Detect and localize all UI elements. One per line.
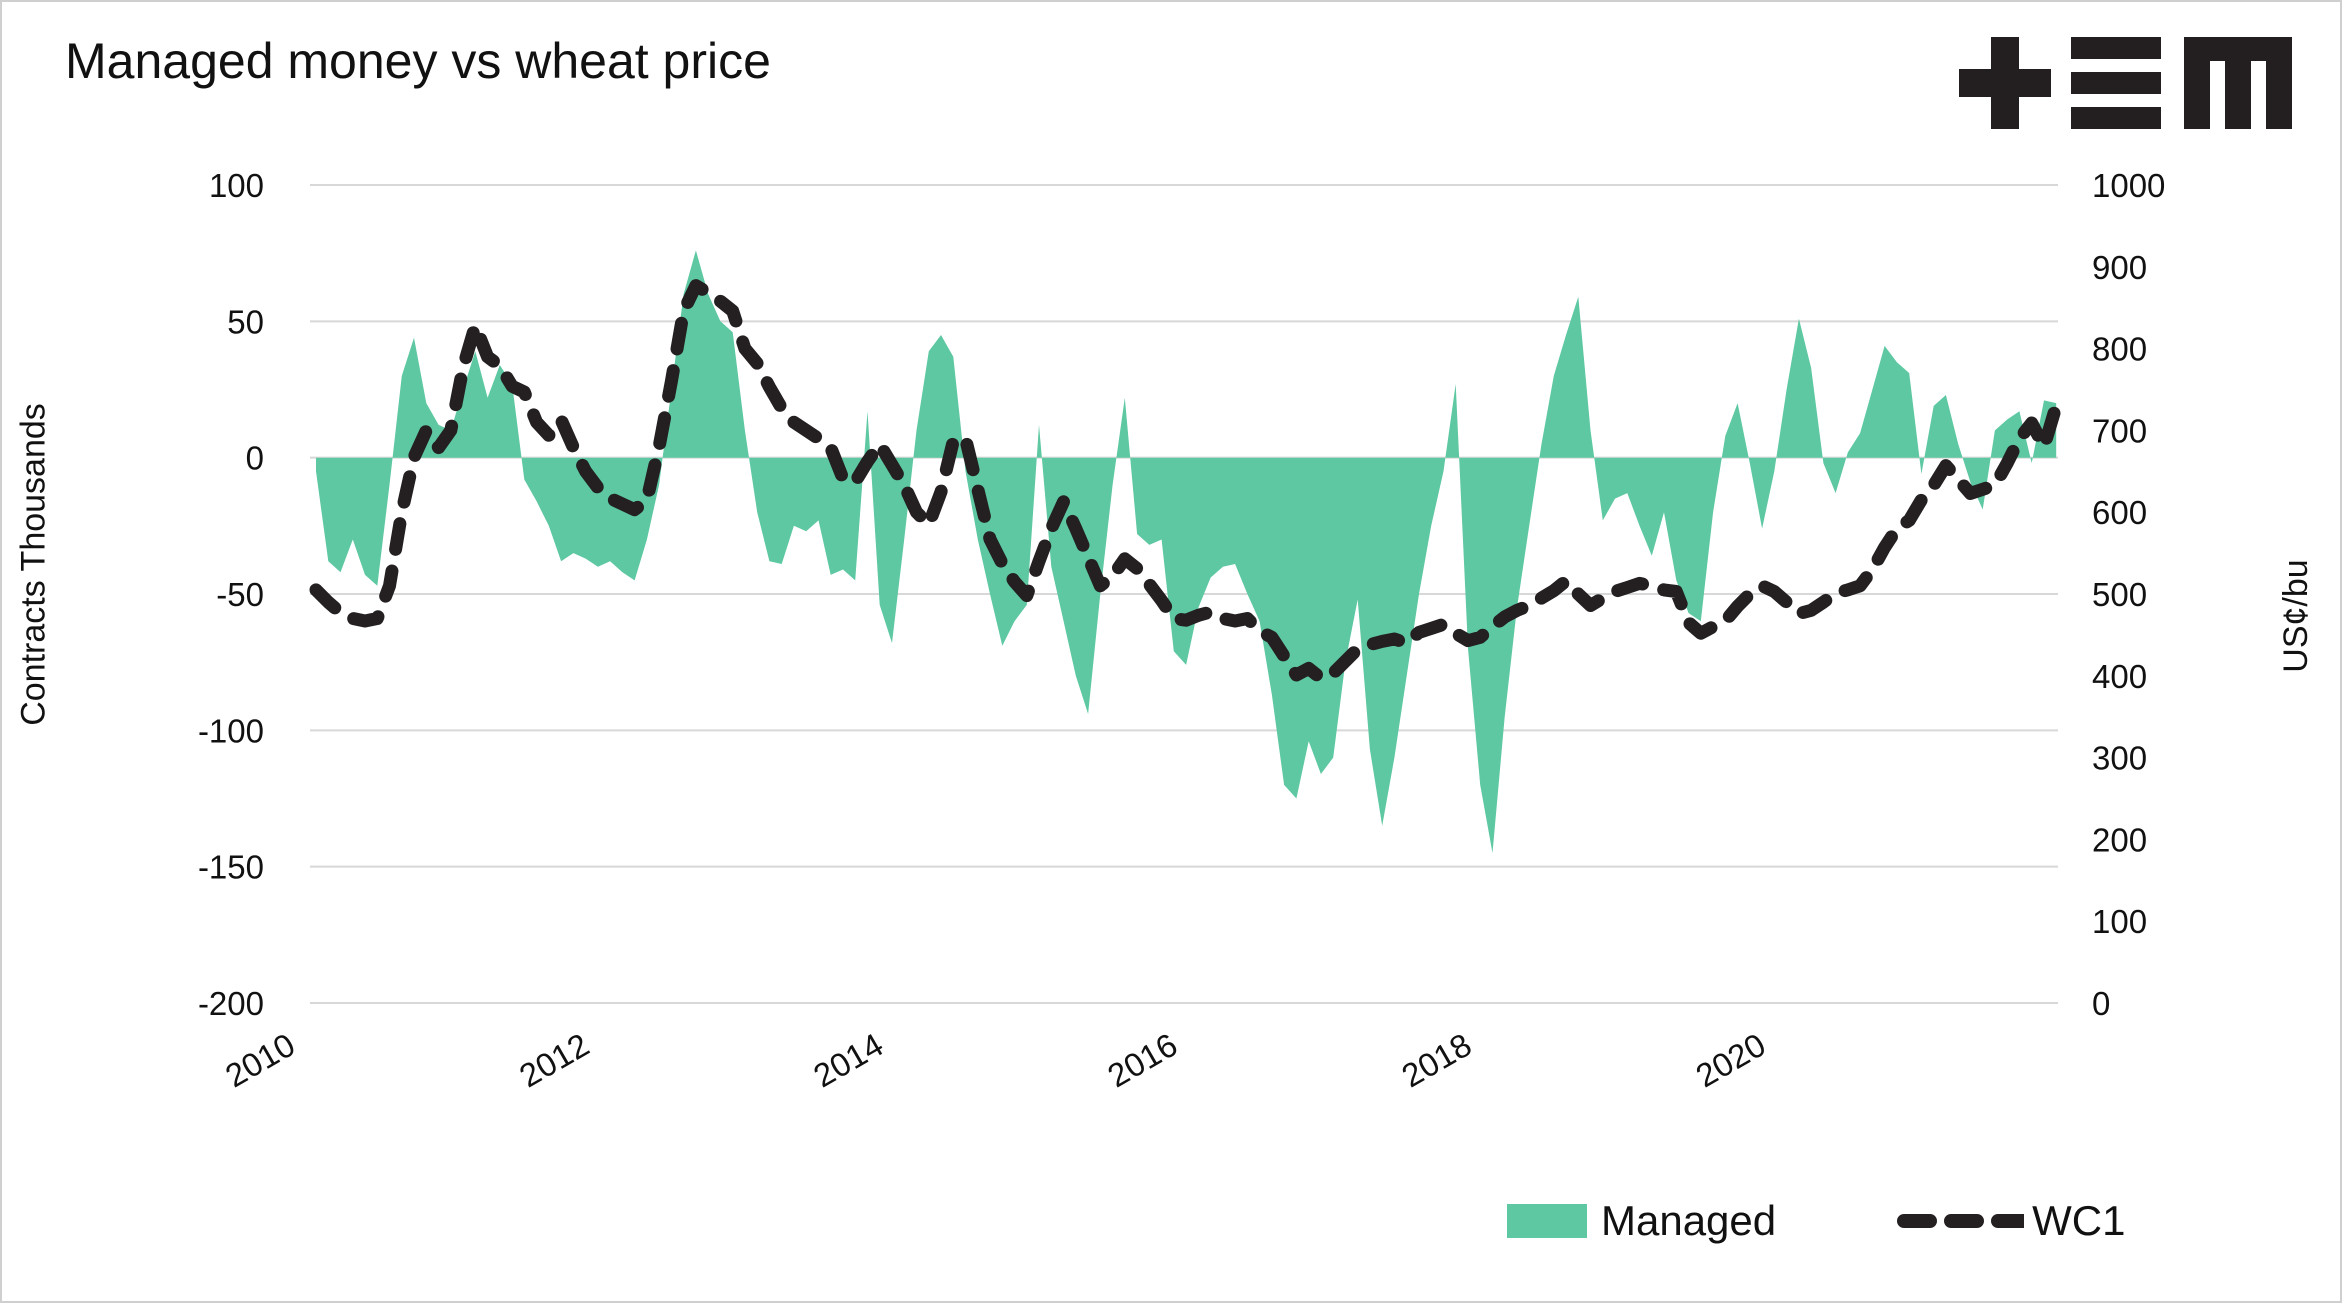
left-axis-tick-label: -200 bbox=[198, 985, 264, 1022]
right-axis-title: US¢/bu bbox=[2277, 559, 2315, 673]
right-axis-tick-label: 400 bbox=[2092, 658, 2147, 695]
left-axis-tick-label: -100 bbox=[198, 712, 264, 749]
x-axis-tick-label: 2014 bbox=[807, 1026, 889, 1095]
left-axis-tick-label: 100 bbox=[209, 167, 264, 204]
right-axis-tick-label: 700 bbox=[2092, 412, 2147, 449]
right-axis-tick-label: 300 bbox=[2092, 740, 2147, 777]
legend-managed-label: Managed bbox=[1601, 1197, 1777, 1244]
x-axis-tick-label: 2016 bbox=[1101, 1026, 1183, 1095]
logo-bars-icon bbox=[2071, 37, 2161, 129]
left-axis-tick-label: 50 bbox=[227, 303, 264, 340]
legend-wc1-dash-icon bbox=[1897, 1214, 2025, 1228]
brand-logo-icon bbox=[1959, 37, 2292, 129]
left-axis-tick-label: -50 bbox=[216, 576, 264, 613]
x-axis-tick-label: 2018 bbox=[1395, 1026, 1477, 1095]
right-axis-tick-label: 800 bbox=[2092, 331, 2147, 368]
right-axis-tick-label: 1000 bbox=[2092, 167, 2165, 204]
legend-managed-swatch-icon bbox=[1507, 1204, 1587, 1238]
x-axis-tick-label: 2020 bbox=[1690, 1026, 1772, 1095]
chart-legend: Managed WC1 bbox=[1507, 1195, 2125, 1247]
right-axis-tick-label: 0 bbox=[2092, 985, 2110, 1022]
right-axis-tick-label: 900 bbox=[2092, 249, 2147, 286]
right-axis-tick-label: 600 bbox=[2092, 494, 2147, 531]
right-axis-tick-label: 100 bbox=[2092, 903, 2147, 940]
left-axis-title: Contracts Thousands bbox=[14, 403, 53, 726]
x-axis-tick-label: 2010 bbox=[219, 1026, 301, 1095]
left-axis-tick-label: 0 bbox=[246, 440, 264, 477]
logo-m-icon bbox=[2184, 37, 2292, 129]
legend-wc1-label: WC1 bbox=[2032, 1197, 2126, 1244]
page-title: Managed money vs wheat price bbox=[65, 33, 771, 89]
x-axis-tick-label: 2012 bbox=[513, 1026, 595, 1095]
managed-area-series bbox=[316, 250, 2057, 853]
wc1-dashed-line-series bbox=[309, 279, 2063, 685]
right-axis-tick-label: 200 bbox=[2092, 821, 2147, 858]
left-axis-tick-label: -150 bbox=[198, 849, 264, 886]
right-axis-tick-label: 500 bbox=[2092, 576, 2147, 613]
